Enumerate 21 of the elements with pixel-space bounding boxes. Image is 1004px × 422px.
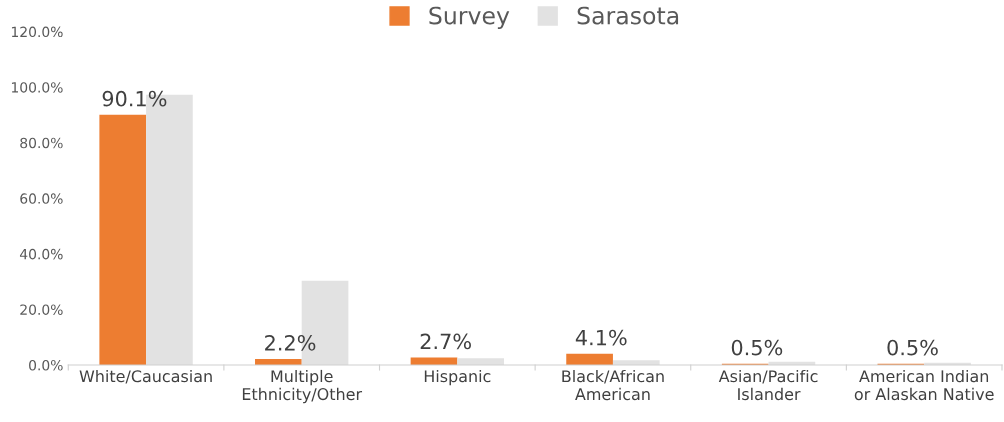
y-tick-label: 80.0% [20,137,63,149]
y-tick-label: 120.0% [11,26,63,38]
legend-label: Sarasota [577,6,679,25]
x-tick-label: White/Caucasian [79,369,212,384]
data-label: 0.5% [731,339,783,356]
x-tick-label: Multiple Ethnicity/Other [242,369,363,404]
y-tick-label: 100.0% [11,82,63,93]
y-tick-label: 0.0% [29,360,63,371]
x-tick-label: Asian/Pacific Islander [718,369,818,401]
y-tick-label: 60.0% [20,193,63,204]
data-label: 2.7% [420,333,471,350]
data-label: 0.5% [887,339,938,356]
y-tick-label: 40.0% [19,248,63,260]
x-tick-label: Hispanic [424,369,491,386]
x-tick-label: Black/African American [562,369,664,401]
data-label: 90.1% [102,90,167,107]
legend-label: Survey [429,6,510,30]
x-tick-label: American Indian or Alaskan Native [854,369,994,401]
y-tick-label: 20.0% [20,304,63,315]
data-label: 2.2% [265,334,316,351]
data-label: 4.1% [575,329,627,346]
